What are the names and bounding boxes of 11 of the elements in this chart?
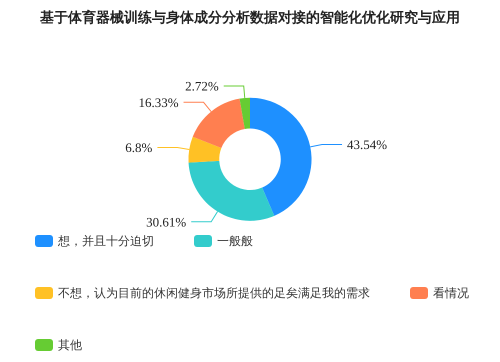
legend-label: 想，并且十分迫切 xyxy=(57,234,154,248)
legend-label: 看情况 xyxy=(433,286,469,300)
data-label: 16.33% xyxy=(138,94,179,110)
chart-title: 基于体育器械训练与身体成分分析数据对接的智能化优化研究与应用 xyxy=(39,9,460,26)
legend-label: 其他 xyxy=(58,338,82,352)
legend-label: 不想，认为目前的休闲健身市场所提供的足矣满足我的需求 xyxy=(58,286,370,300)
data-label: 30.61% xyxy=(146,214,186,230)
data-label: 6.8% xyxy=(125,140,153,156)
legend-label: 一般般 xyxy=(217,234,253,248)
data-label: 43.54% xyxy=(347,136,388,152)
data-label: 2.72% xyxy=(185,78,219,94)
